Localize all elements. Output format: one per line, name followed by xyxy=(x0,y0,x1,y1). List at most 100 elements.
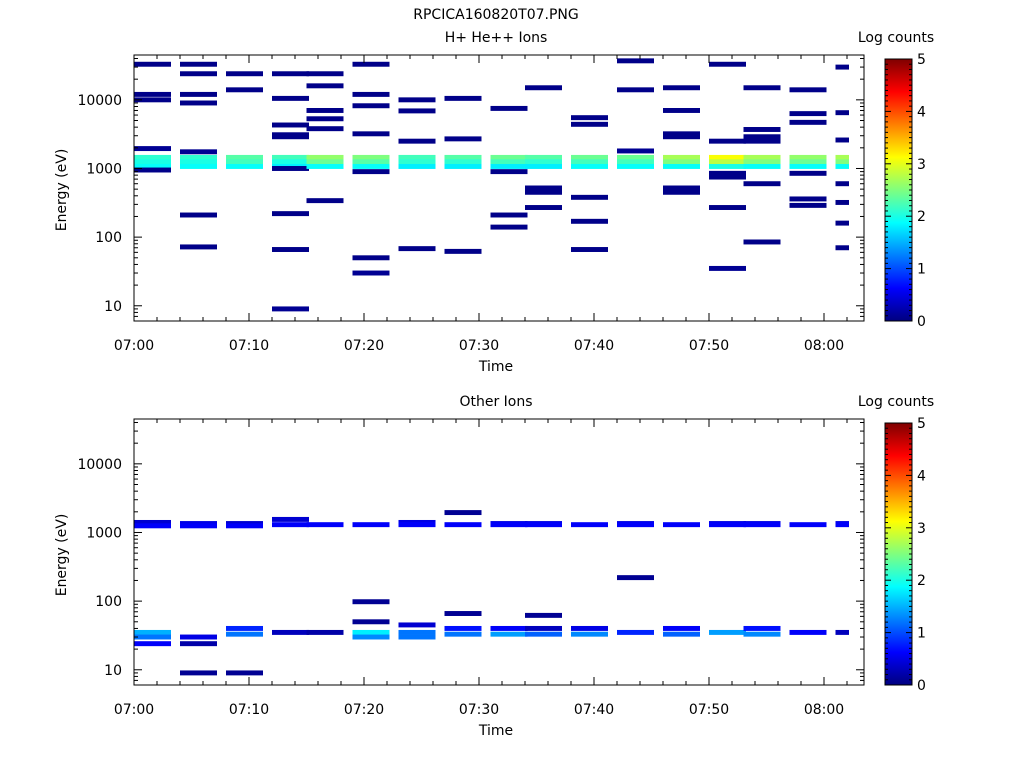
x-tick-label: 08:00 xyxy=(804,338,844,354)
heatmap-cell xyxy=(571,522,608,528)
y-tick-label: 10 xyxy=(104,299,122,315)
heatmap-cell xyxy=(398,629,436,635)
heatmap-cell xyxy=(743,85,781,91)
heatmap-cell xyxy=(743,625,781,631)
heatmap-cell xyxy=(444,522,482,528)
heatmap-cell xyxy=(226,154,263,160)
heatmap-cell xyxy=(444,154,482,160)
heatmap-cell xyxy=(134,167,171,173)
panel-h-he-ions: H+ He++ Ions Log counts 07:00 07:10 07:20 0… xyxy=(54,30,934,375)
heatmap-cell xyxy=(398,522,436,528)
heatmap-cell xyxy=(398,108,436,114)
colorbar-tick-label: 0 xyxy=(917,314,926,330)
heatmap-cell xyxy=(444,136,482,142)
heatmap-cell xyxy=(617,163,654,169)
heatmap-cell xyxy=(743,138,781,144)
heatmap-cell xyxy=(180,212,217,218)
heatmap-cell xyxy=(444,625,482,631)
x-tick-label: 07:10 xyxy=(229,338,269,354)
heatmap-cell xyxy=(226,163,263,169)
heatmap-cell xyxy=(180,641,217,647)
heatmap-cell xyxy=(134,641,171,647)
panel1-colorbar-label: Log counts xyxy=(858,30,934,46)
x-tick-label: 07:30 xyxy=(459,702,499,718)
heatmap-cell xyxy=(272,306,309,312)
heatmap-cell xyxy=(571,121,608,127)
heatmap-cell xyxy=(398,634,436,640)
y-tick-label: 10 xyxy=(104,663,122,679)
heatmap-cell xyxy=(835,154,849,160)
heatmap-cell xyxy=(709,138,746,144)
heatmap-cell xyxy=(306,116,344,122)
heatmap-cell xyxy=(571,115,608,121)
heatmap-cell xyxy=(490,224,528,230)
colorbar-tick-label: 5 xyxy=(917,416,926,432)
heatmap-cell xyxy=(525,625,562,631)
heatmap-cell xyxy=(789,202,827,208)
heatmap-cell xyxy=(180,670,217,676)
colorbar-tick-label: 2 xyxy=(917,573,926,589)
heatmap-cell xyxy=(352,103,390,109)
heatmap-cell xyxy=(663,522,700,528)
heatmap-cell xyxy=(134,91,171,97)
heatmap-cell xyxy=(663,134,700,140)
x-tick-label: 07:50 xyxy=(689,338,729,354)
panel1-x-label: Time xyxy=(478,359,513,375)
heatmap-cell xyxy=(663,154,700,160)
heatmap-cell xyxy=(306,629,344,635)
panel1-title: H+ He++ Ions xyxy=(445,30,548,46)
heatmap-cell xyxy=(352,154,390,160)
heatmap-cell xyxy=(663,625,700,631)
heatmap-cell xyxy=(306,154,344,160)
heatmap-cell xyxy=(789,196,827,202)
x-tick-label: 07:40 xyxy=(574,702,614,718)
heatmap-cell xyxy=(180,163,217,169)
x-tick-label: 07:50 xyxy=(689,702,729,718)
heatmap-cell xyxy=(525,522,562,528)
heatmap-cell xyxy=(272,247,309,252)
panel2-axes: 07:00 07:10 07:20 07:30 07:40 07:50 08:00 10 100… xyxy=(77,418,865,718)
x-tick-label: 07:40 xyxy=(574,338,614,354)
colorbar-tick-label: 5 xyxy=(917,52,926,68)
heatmap-cell xyxy=(306,126,344,132)
heatmap-cell xyxy=(617,575,654,581)
heatmap-cell xyxy=(272,154,309,160)
heatmap-cell xyxy=(490,625,528,631)
x-tick-label: 07:20 xyxy=(344,702,384,718)
heatmap-cell xyxy=(571,154,608,160)
heatmap-cell xyxy=(617,87,654,93)
panel2-title: Other Ions xyxy=(459,394,532,410)
panel1-axes: 07:00 07:10 07:20 07:30 07:40 07:50 08:00 10 100… xyxy=(77,54,865,354)
heatmap-cell xyxy=(835,199,849,205)
heatmap-cell xyxy=(490,105,528,111)
heatmap-cell xyxy=(272,71,309,77)
heatmap-cell xyxy=(272,166,309,171)
heatmap-cell xyxy=(835,110,849,116)
heatmap-cell xyxy=(835,181,849,187)
heatmap-cell xyxy=(272,122,309,128)
heatmap-cell xyxy=(180,71,217,77)
heatmap-cell xyxy=(743,134,781,140)
heatmap-cell xyxy=(352,61,390,67)
heatmap-cell xyxy=(306,522,344,528)
heatmap-cell xyxy=(180,244,217,250)
heatmap-cell xyxy=(272,134,309,140)
heatmap-cell xyxy=(134,154,171,160)
heatmap-cell xyxy=(789,87,827,93)
heatmap-cell xyxy=(134,523,171,529)
heatmap-cell xyxy=(306,83,344,89)
heatmap-cell xyxy=(134,146,171,152)
heatmap-cell xyxy=(134,97,171,103)
heatmap-cell xyxy=(789,119,827,125)
heatmap-cell xyxy=(835,64,849,70)
heatmap-cell xyxy=(444,248,482,254)
panel2-x-label: Time xyxy=(478,723,513,739)
colorbar-tick-label: 3 xyxy=(917,521,926,537)
heatmap-cell xyxy=(398,163,436,169)
heatmap-cell xyxy=(352,522,390,528)
heatmap-cell xyxy=(180,149,217,155)
colorbar-tick-label: 2 xyxy=(917,209,926,225)
heatmap-cell xyxy=(709,265,746,271)
heatmap-cell xyxy=(490,169,528,175)
heatmap-cell xyxy=(571,625,608,631)
